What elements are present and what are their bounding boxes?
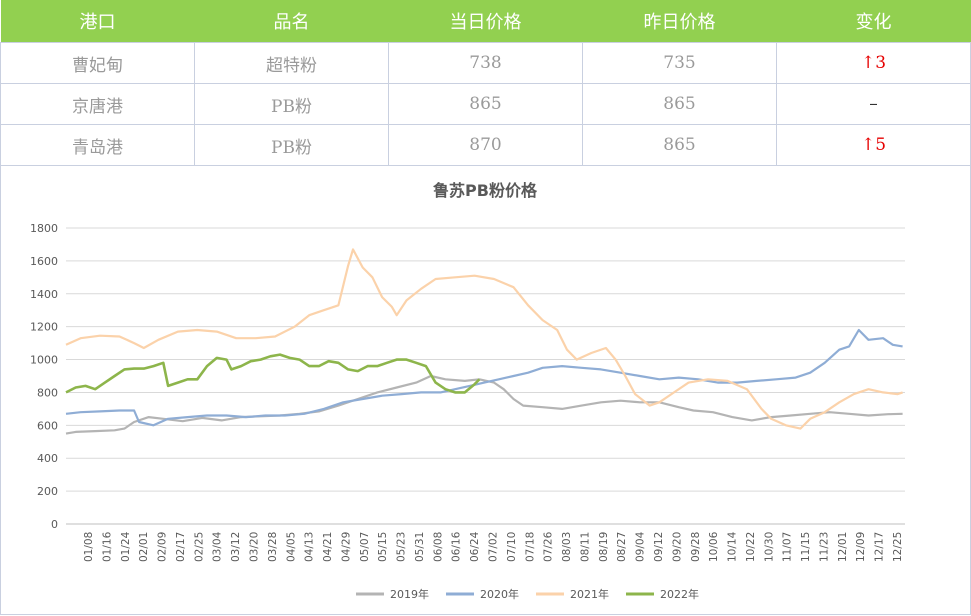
cell-yesterday: 865 bbox=[582, 83, 777, 125]
header-product: 品名 bbox=[194, 0, 389, 43]
x-tick-label: 03/12 bbox=[230, 532, 242, 562]
x-tick-label: 04/05 bbox=[285, 532, 297, 562]
x-tick-label: 03/04 bbox=[212, 531, 224, 562]
legend: 2019年 2020年 2021年 2022年 bbox=[356, 587, 699, 601]
x-tick-label: 06/16 bbox=[451, 531, 463, 562]
table-header-row: 港口 品名 当日价格 昨日价格 变化 bbox=[0, 0, 971, 43]
series-line-2022 bbox=[65, 353, 481, 394]
cell-port: 京唐港 bbox=[0, 83, 195, 125]
cell-change: – bbox=[776, 83, 971, 125]
cell-today: 738 bbox=[388, 42, 583, 84]
y-tick-label: 600 bbox=[37, 419, 58, 432]
y-tick-label: 800 bbox=[37, 386, 58, 399]
x-tick-label: 10/14 bbox=[727, 531, 739, 562]
y-tick-label: 1000 bbox=[30, 354, 58, 367]
price-table: 港口 品名 当日价格 昨日价格 变化 曹妃甸 超特粉 738 735 ↑3 京唐… bbox=[0, 0, 971, 166]
x-tick-label: 07/18 bbox=[524, 532, 536, 562]
chart-title: 鲁苏PB粉价格 bbox=[432, 181, 538, 200]
x-tick-label: 04/13 bbox=[304, 532, 316, 562]
cell-change: ↑5 bbox=[776, 124, 971, 166]
cell-port: 青岛港 bbox=[0, 124, 195, 166]
x-tick-label: 06/24 bbox=[469, 531, 481, 562]
y-tick-label: 1200 bbox=[30, 321, 58, 334]
x-tick-label: 02/17 bbox=[175, 532, 187, 562]
cell-today: 870 bbox=[388, 124, 583, 166]
x-tick-label: 07/10 bbox=[506, 532, 518, 562]
x-tick-label: 08/19 bbox=[598, 532, 610, 562]
y-tick-label: 400 bbox=[37, 452, 58, 465]
x-tick-label: 10/06 bbox=[708, 531, 720, 562]
x-tick-label: 05/07 bbox=[359, 532, 371, 562]
x-tick-label: 08/27 bbox=[616, 532, 628, 562]
y-tick-label: 0 bbox=[51, 518, 58, 531]
x-tick-label: 05/23 bbox=[396, 532, 408, 562]
legend-label: 2019年 bbox=[390, 587, 429, 601]
x-tick-label: 11/23 bbox=[818, 532, 830, 562]
cell-change: ↑3 bbox=[776, 42, 971, 84]
x-tick-label: 01/16 bbox=[101, 531, 113, 562]
x-tick-label: 11/15 bbox=[800, 532, 812, 562]
x-axis: 01/08 01/16 01/24 02/01 02/09 02/17 02/25 03/04… bbox=[83, 531, 904, 562]
series-lines bbox=[65, 248, 903, 435]
table-row: 京唐港 PB粉 865 865 – bbox=[0, 83, 971, 125]
y-tick-label: 200 bbox=[37, 485, 58, 498]
x-tick-label: 07/26 bbox=[543, 531, 555, 562]
y-axis: 0 200 400 600 800 1000 1200 1400 1600 1800 bbox=[30, 222, 58, 531]
series-line-2020 bbox=[65, 328, 903, 427]
x-tick-label: 10/30 bbox=[763, 532, 775, 562]
series-line-2021 bbox=[65, 248, 903, 430]
cell-yesterday: 735 bbox=[582, 42, 777, 84]
x-tick-label: 02/25 bbox=[193, 532, 205, 562]
table-row: 曹妃甸 超特粉 738 735 ↑3 bbox=[0, 42, 971, 84]
x-tick-label: 11/07 bbox=[782, 532, 794, 562]
y-tick-label: 1800 bbox=[30, 222, 58, 235]
x-tick-label: 10/22 bbox=[745, 532, 757, 562]
x-tick-label: 02/09 bbox=[157, 532, 169, 562]
series-line-2019 bbox=[65, 374, 903, 435]
cell-product: 超特粉 bbox=[194, 42, 389, 84]
x-tick-label: 05/31 bbox=[414, 532, 426, 562]
x-tick-label: 09/28 bbox=[690, 532, 702, 562]
x-tick-label: 12/25 bbox=[892, 532, 904, 562]
x-tick-label: 07/02 bbox=[488, 532, 500, 562]
x-tick-label: 03/20 bbox=[248, 532, 260, 562]
gridlines bbox=[66, 227, 905, 525]
legend-label: 2021年 bbox=[570, 587, 609, 601]
legend-label: 2020年 bbox=[480, 587, 519, 601]
cell-product: PB粉 bbox=[194, 83, 389, 125]
header-change: 变化 bbox=[776, 0, 971, 43]
header-today-price: 当日价格 bbox=[388, 0, 583, 43]
x-tick-label: 01/08 bbox=[83, 532, 95, 562]
x-tick-label: 01/24 bbox=[120, 531, 132, 562]
table-row: 青岛港 PB粉 870 865 ↑5 bbox=[0, 124, 971, 166]
cell-today: 865 bbox=[388, 83, 583, 125]
x-tick-label: 12/17 bbox=[874, 532, 886, 562]
cell-yesterday: 865 bbox=[582, 124, 777, 166]
header-port: 港口 bbox=[0, 0, 195, 43]
x-tick-label: 09/20 bbox=[671, 532, 683, 562]
x-tick-label: 03/28 bbox=[267, 532, 279, 562]
header-yesterday-price: 昨日价格 bbox=[582, 0, 777, 43]
cell-product: PB粉 bbox=[194, 124, 389, 166]
cell-port: 曹妃甸 bbox=[0, 42, 195, 84]
x-tick-label: 02/01 bbox=[138, 532, 150, 562]
x-tick-label: 12/09 bbox=[855, 532, 867, 562]
x-tick-label: 08/03 bbox=[561, 532, 573, 562]
price-line-chart: 鲁苏PB粉价格 0 200 400 600 800 1000 1200 1400 1600 180… bbox=[30, 181, 905, 601]
x-tick-label: 04/29 bbox=[340, 532, 352, 562]
x-tick-label: 08/11 bbox=[579, 532, 591, 562]
y-tick-label: 1400 bbox=[30, 288, 58, 301]
x-tick-label: 09/04 bbox=[635, 531, 647, 562]
legend-label: 2022年 bbox=[660, 587, 699, 601]
x-tick-label: 09/12 bbox=[653, 532, 665, 562]
x-tick-label: 12/01 bbox=[837, 532, 849, 562]
x-tick-label: 06/08 bbox=[432, 532, 444, 562]
y-tick-label: 1600 bbox=[30, 255, 58, 268]
x-tick-label: 04/21 bbox=[322, 532, 334, 562]
x-tick-label: 05/15 bbox=[377, 532, 389, 562]
